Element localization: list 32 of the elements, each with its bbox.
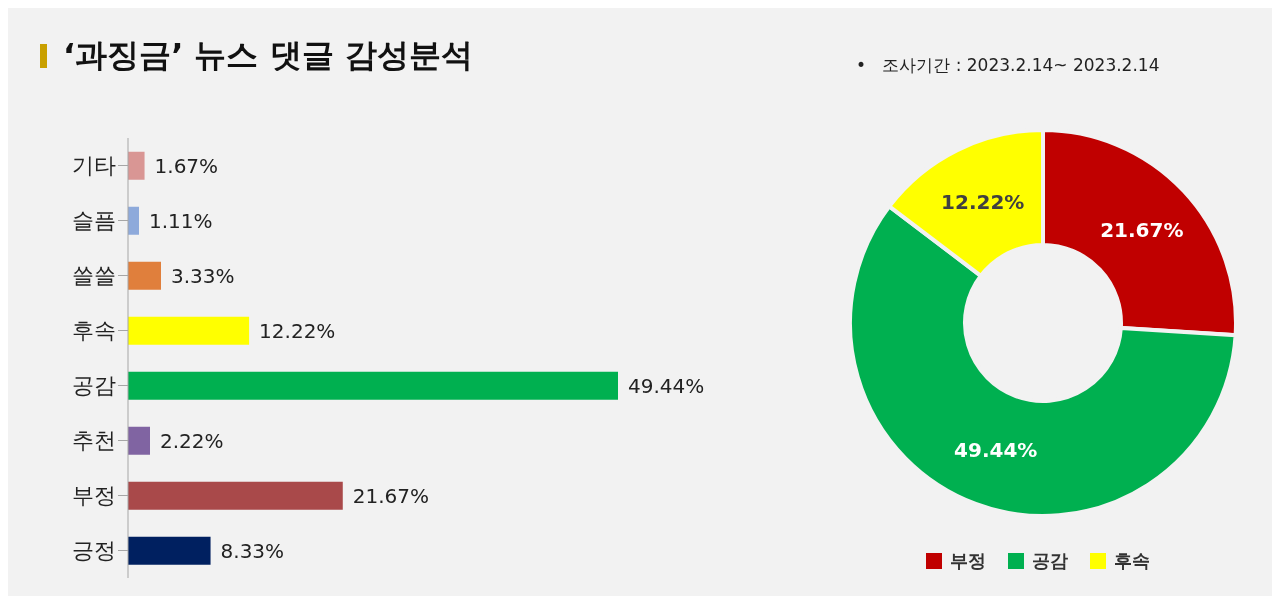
y-tick-label: 공감 (72, 373, 116, 399)
data-label: 49.44% (628, 373, 705, 398)
data-label: 21.67% (352, 483, 430, 508)
bar (128, 206, 139, 235)
bar (128, 316, 250, 345)
bar (128, 536, 211, 565)
y-tick-label: 쓸쓸 (72, 263, 116, 289)
y-tick-label: 추천 (72, 428, 116, 454)
legend-label: 후속 (1113, 549, 1150, 573)
bar (128, 426, 150, 455)
bar (128, 151, 145, 180)
bar (128, 481, 343, 510)
y-tick-label: 긍정 (72, 538, 116, 564)
data-label: 3.33% (171, 263, 235, 288)
data-label: 12.22% (259, 318, 336, 343)
text: • 조사기간 : 2023.2.14~ 2023.2.14 (856, 54, 1160, 77)
data-label: 1.67% (154, 153, 219, 178)
y-tick-label: 후속 (72, 318, 116, 344)
legend-label: 부정 (949, 549, 986, 573)
chart-title: ‘과징금’ 뉴스 댓글 감성분석 (63, 35, 473, 76)
data-label: 8.33% (220, 538, 285, 563)
data-label: 49.44% (954, 437, 1038, 462)
bar (128, 261, 161, 290)
data-label: 21.67% (1100, 218, 1184, 243)
y-tick-label: 슬픔 (72, 208, 116, 234)
legend-label: 공감 (1031, 549, 1068, 573)
y-tick-label: 부정 (72, 483, 116, 509)
data-label: 2.22% (160, 428, 224, 453)
bar (128, 371, 618, 400)
data-label: 1.11% (149, 208, 213, 233)
y-tick-label: 기타 (72, 153, 116, 179)
data-label: 12.22% (941, 189, 1025, 214)
